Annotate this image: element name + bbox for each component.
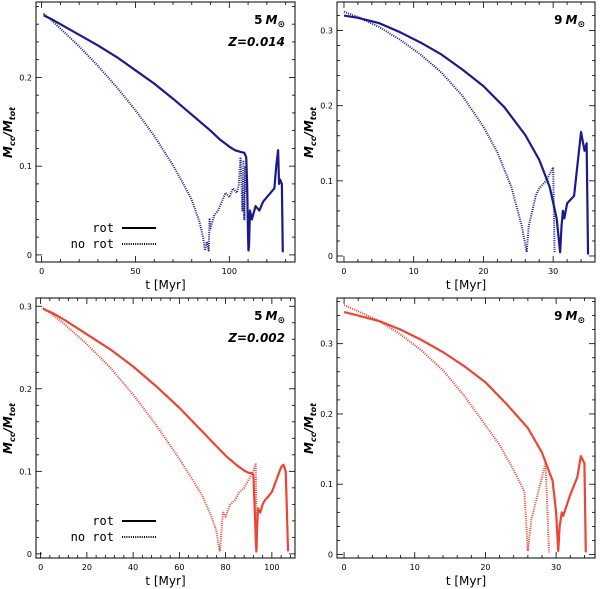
y-axis-label-sub: tot	[309, 106, 318, 120]
metallicity-annotation: Z=0.002	[227, 331, 285, 345]
legend-label-rot: rot	[92, 514, 114, 528]
y-axis-label-slash: /M	[302, 120, 316, 138]
x-axis-label: t [Myr]	[145, 278, 185, 292]
y-tick-label: 0.1	[19, 467, 32, 476]
x-axis-label: t [Myr]	[446, 278, 486, 292]
mass-unit-sun: ⊙	[577, 20, 585, 30]
x-tick-label: 0	[39, 267, 44, 276]
mass-unit: M	[266, 13, 278, 27]
x-tick-label: 100	[264, 563, 279, 572]
y-axis-label-slash: /M	[1, 416, 15, 434]
x-tick-label: 50	[130, 267, 140, 276]
y-tick-label: 0	[328, 550, 333, 559]
mass-value: 9	[554, 13, 562, 27]
x-tick-label: 20	[480, 563, 490, 572]
plot-frame	[336, 1, 596, 263]
x-tick-label: 0	[341, 267, 346, 276]
x-tick-label: 10	[409, 267, 419, 276]
mass-value: 5	[254, 13, 262, 27]
y-axis-label-slash: /M	[302, 416, 316, 434]
y-tick-label: 0.1	[320, 480, 333, 489]
x-tick-label: 60	[174, 563, 184, 572]
series-rot	[343, 14, 590, 255]
y-axis-label-sub: tot	[8, 402, 17, 416]
y-tick-label: 0.1	[320, 177, 333, 186]
y-tick-label: 0	[27, 251, 32, 260]
mass-unit-sun: ⊙	[277, 20, 285, 30]
y-axis-label-sub: cc	[309, 432, 318, 442]
y-axis-label: Mcc/Mtot	[1, 106, 17, 158]
series-no-rot	[42, 307, 258, 553]
y-tick-label: 0	[328, 252, 333, 261]
mass-value: 5	[254, 309, 262, 323]
y-axis-label-slash: /M	[1, 120, 15, 138]
plot-frame	[35, 297, 296, 559]
mass-annotation: 9 M⊙	[554, 309, 585, 326]
series-no-rot	[343, 10, 556, 254]
plot-frame	[35, 1, 296, 263]
y-axis-label: Mcc/Mtot	[1, 402, 17, 454]
mass-unit: M	[566, 13, 578, 27]
y-axis-label: Mcc/Mtot	[302, 106, 318, 158]
mass-annotation: 5 M⊙	[254, 309, 285, 326]
mass-value: 9	[554, 309, 562, 323]
x-axis-label: t [Myr]	[446, 574, 486, 588]
y-axis-label-main: M	[302, 146, 316, 158]
x-tick-label: 40	[128, 563, 138, 572]
x-tick-label: 20	[82, 563, 92, 572]
y-tick-label: 0.2	[320, 102, 333, 111]
series-rot	[43, 14, 284, 253]
y-axis-label-sub: cc	[309, 136, 318, 146]
x-tick-label: 30	[551, 563, 561, 572]
y-tick-label: 0.3	[320, 27, 333, 36]
y-tick-label: 0.3	[19, 302, 32, 311]
y-tick-label: 0.2	[19, 385, 32, 394]
y-axis-label-sub: cc	[8, 432, 17, 442]
y-tick-label: 0.3	[320, 340, 333, 349]
y-axis-label-sub: tot	[8, 106, 17, 120]
y-axis-label-sub: tot	[309, 402, 318, 416]
y-axis-label-main: M	[1, 146, 15, 158]
series-rot	[343, 310, 587, 553]
mass-unit-sun: ⊙	[577, 316, 585, 326]
y-axis-label: Mcc/Mtot	[302, 402, 318, 454]
y-tick-label: 0.2	[19, 73, 32, 82]
mass-unit-sun: ⊙	[277, 316, 285, 326]
mass-unit: M	[266, 309, 278, 323]
mass-annotation: 9 M⊙	[554, 13, 585, 30]
series-no-rot	[343, 304, 551, 553]
series-no-rot	[42, 12, 248, 252]
mass-annotation: 5 M⊙	[254, 13, 285, 30]
legend-label-rot: rot	[92, 221, 114, 235]
legend-label-no-rot: no rot	[71, 237, 114, 251]
x-tick-label: 10	[410, 563, 420, 572]
y-axis-label-main: M	[302, 442, 316, 454]
metallicity-annotation: Z=0.014	[227, 35, 285, 49]
y-axis-label-main: M	[1, 442, 15, 454]
y-tick-label: 0.2	[320, 410, 333, 419]
x-tick-label: 80	[221, 563, 231, 572]
x-tick-label: 0	[342, 563, 347, 572]
y-tick-label: 0.1	[19, 162, 32, 171]
x-tick-label: 30	[548, 267, 558, 276]
mass-unit: M	[566, 309, 578, 323]
x-tick-label: 20	[478, 267, 488, 276]
y-axis-label-sub: cc	[8, 136, 17, 146]
x-tick-label: 0	[38, 563, 43, 572]
x-axis-label: t [Myr]	[145, 574, 185, 588]
y-tick-label: 0	[27, 550, 32, 559]
legend-label-no-rot: no rot	[71, 530, 114, 544]
x-tick-label: 100	[222, 267, 237, 276]
series-rot	[42, 307, 290, 553]
